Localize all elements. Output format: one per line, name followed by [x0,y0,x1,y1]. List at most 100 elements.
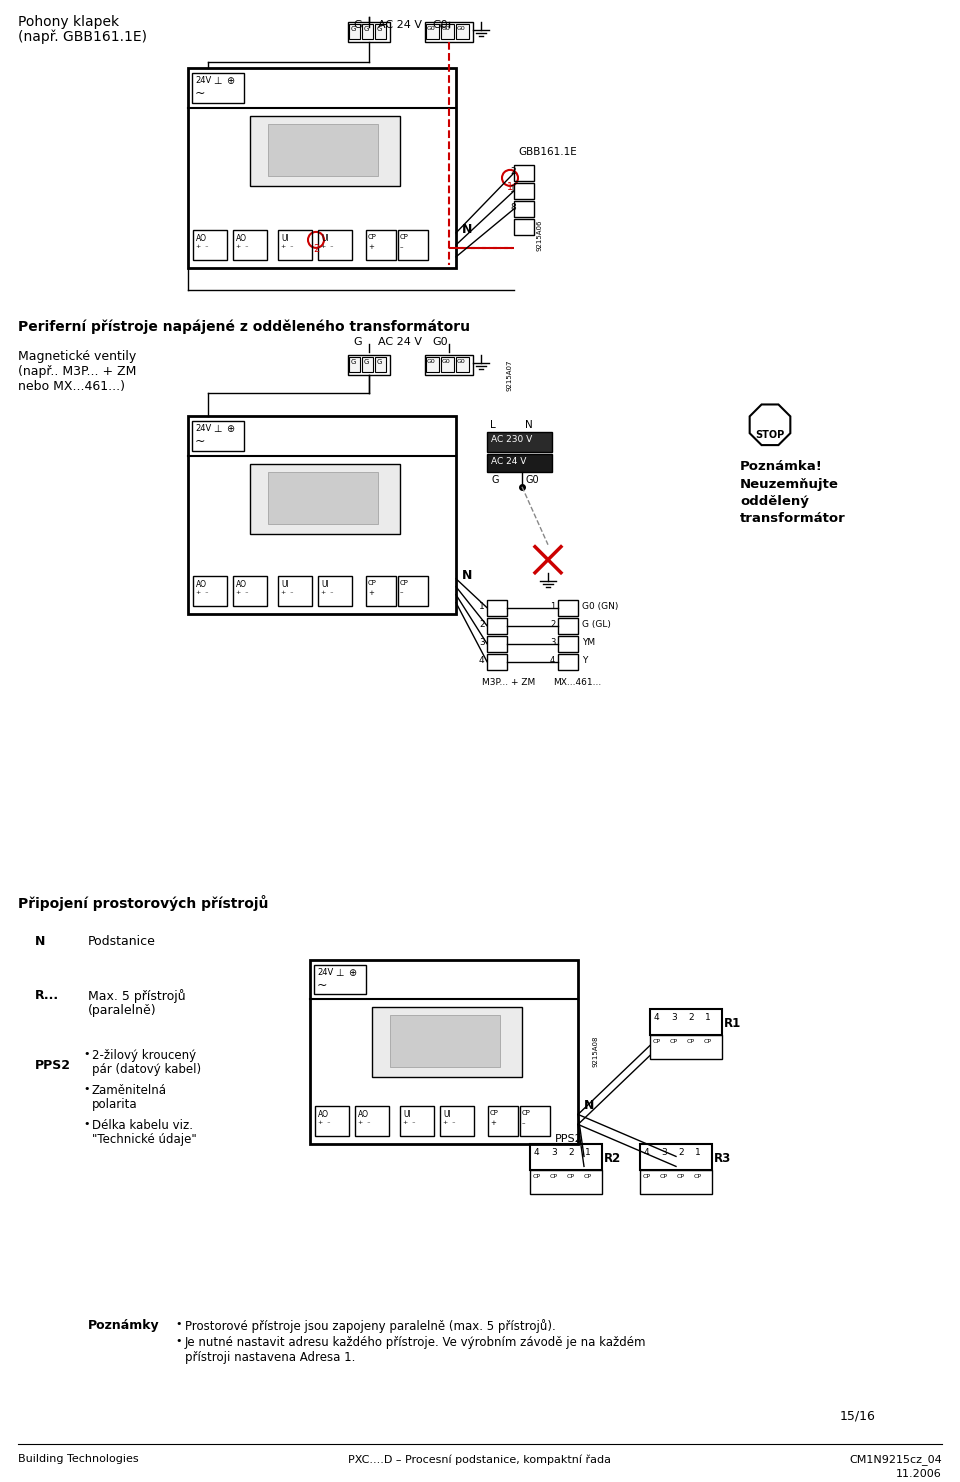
Text: CP: CP [704,1039,712,1045]
Text: Periferní přístroje napájené z odděleného transformátoru: Periferní přístroje napájené z oddělenéh… [18,320,470,335]
Bar [640,1171,712,1194]
Bar [233,230,267,259]
Text: AC 24 V: AC 24 V [491,456,526,465]
Text: polarita: polarita [92,1098,137,1112]
Text: R2: R2 [604,1153,621,1165]
Text: 4: 4 [550,655,555,664]
Bar [558,600,578,615]
Bar [487,636,507,652]
Bar [530,1144,602,1171]
Bar [348,354,390,375]
Bar [425,354,473,375]
Text: •: • [175,1319,181,1329]
Text: +: + [368,245,373,250]
Bar [487,600,507,615]
Text: G0: G0 [427,359,436,363]
Bar [375,357,386,372]
Text: G0: G0 [457,27,466,31]
Text: ~: ~ [317,978,327,991]
Text: Max. 5 přístrojů: Max. 5 přístrojů [88,990,185,1003]
Text: G: G [351,27,356,33]
Bar [441,357,454,372]
Bar [487,453,552,471]
Bar [193,230,227,259]
Bar [188,416,456,614]
Text: ⊕: ⊕ [348,968,356,978]
Text: M3P... + ZM: M3P... + ZM [482,677,536,686]
Text: CP: CP [643,1174,651,1180]
Text: G: G [364,27,370,33]
Text: Neuzemňujte: Neuzemňujte [740,477,839,491]
Text: CP: CP [368,234,377,240]
Text: 15/16: 15/16 [840,1409,876,1423]
Text: CP: CP [522,1110,531,1116]
Text: 3: 3 [661,1149,667,1157]
Text: PPS2: PPS2 [555,1134,583,1144]
Bar [558,618,578,634]
Text: ⊥: ⊥ [213,76,222,86]
Text: PXC....D – Procesní podstanice, kompaktní řada: PXC....D – Procesní podstanice, kompaktn… [348,1454,612,1464]
Text: 8: 8 [510,203,516,212]
Text: YM: YM [582,637,595,646]
Text: 1: 1 [507,182,513,191]
Bar [440,1107,474,1137]
Text: CM1N9215cz_04: CM1N9215cz_04 [850,1454,942,1466]
Text: CP: CP [670,1039,678,1045]
Bar [192,421,244,451]
Text: CP: CP [368,579,377,585]
Text: AO: AO [236,234,247,243]
Text: +  –: + – [196,590,208,594]
Text: 4: 4 [534,1149,540,1157]
Text: –: – [400,245,403,250]
Bar [487,618,507,634]
Text: UI: UI [321,234,328,243]
Text: 2: 2 [479,619,485,628]
Text: G0 (GN): G0 (GN) [582,602,618,611]
Bar [398,575,428,606]
Text: G: G [364,359,370,365]
Text: +  –: + – [196,245,208,249]
Text: +  –: + – [443,1120,455,1125]
Text: UI: UI [281,234,289,243]
Text: přístroji nastavena Adresa 1.: přístroji nastavena Adresa 1. [185,1352,355,1365]
Text: Building Technologies: Building Technologies [18,1454,138,1464]
Bar [514,202,534,216]
Text: Délka kabelu viz.: Délka kabelu viz. [92,1119,193,1132]
Bar [488,1107,518,1137]
Text: L: L [490,419,495,430]
Text: AC 230 V: AC 230 V [491,434,532,443]
Text: 1: 1 [585,1149,590,1157]
Bar [530,1171,602,1194]
Text: CP: CP [687,1039,695,1045]
Text: 3: 3 [671,1014,677,1023]
Text: +  –: + – [403,1120,416,1125]
Text: 2: 2 [510,167,516,176]
Text: N: N [462,222,472,236]
Bar [192,73,244,102]
Text: CP: CP [550,1174,558,1180]
Bar [278,575,312,606]
Text: 1: 1 [510,185,516,194]
Bar [250,464,400,534]
Text: 3: 3 [550,637,556,646]
Text: CP: CP [694,1174,702,1180]
Text: nebo MX...461...): nebo MX...461...) [18,379,125,393]
Bar [349,24,360,39]
Text: G: G [491,474,498,485]
Text: pár (datový kabel): pár (datový kabel) [92,1064,202,1076]
Bar [558,636,578,652]
Text: 2: 2 [313,245,319,253]
Text: oddělený: oddělený [740,495,809,508]
Bar [193,575,227,606]
Text: N: N [35,935,45,947]
Text: G0: G0 [525,474,539,485]
Bar [318,230,352,259]
Bar [487,431,552,452]
Bar [310,959,578,1144]
Text: Pohony klapek: Pohony klapek [18,15,119,30]
Text: 9215A08: 9215A08 [593,1036,599,1067]
Bar [514,165,534,181]
Bar [366,575,396,606]
Text: Zaměnitelná: Zaměnitelná [92,1085,167,1098]
Text: AO: AO [236,579,247,588]
